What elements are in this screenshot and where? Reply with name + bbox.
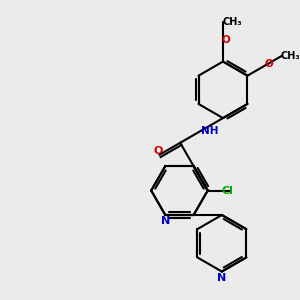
Text: NH: NH bbox=[201, 126, 218, 136]
Text: Cl: Cl bbox=[222, 185, 233, 196]
Text: O: O bbox=[264, 59, 273, 69]
Text: CH₃: CH₃ bbox=[281, 51, 300, 61]
Text: CH₃: CH₃ bbox=[222, 17, 242, 27]
Text: O: O bbox=[221, 35, 230, 45]
Text: O: O bbox=[153, 146, 163, 156]
Text: N: N bbox=[161, 216, 170, 226]
Text: N: N bbox=[217, 273, 226, 283]
